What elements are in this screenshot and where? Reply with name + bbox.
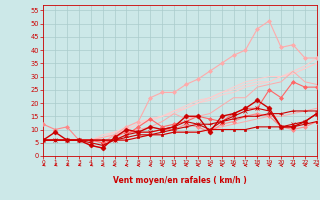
X-axis label: Vent moyen/en rafales ( km/h ): Vent moyen/en rafales ( km/h ) bbox=[113, 176, 247, 185]
